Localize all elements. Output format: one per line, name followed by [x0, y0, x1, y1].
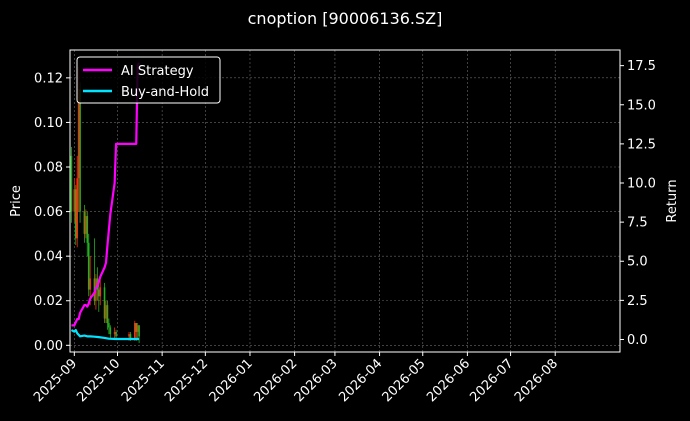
legend-box — [76, 56, 221, 104]
left-tick-label: 0.06 — [34, 205, 63, 220]
left-tick-label: 0.02 — [34, 294, 63, 309]
candle-body — [106, 305, 109, 324]
candle-body — [103, 287, 106, 319]
right-tick-label: 5.0 — [627, 255, 648, 270]
plot-frame — [69, 49, 621, 353]
candle-body — [129, 334, 132, 339]
right-tick-label: 10.0 — [627, 177, 656, 192]
left-axis-label: Price — [9, 185, 24, 217]
candle-body — [83, 211, 86, 234]
legend: AI Strategy Buy-and-Hold — [76, 56, 221, 104]
candle-body — [133, 323, 136, 339]
candle-body — [86, 216, 89, 243]
candle-body — [138, 325, 140, 337]
right-y-axis: 0.0 2.5 5.0 7.5 10.0 12.5 15.0 17.5 — [620, 59, 656, 348]
left-y-axis: 0.00 0.02 0.04 0.06 0.08 0.10 0.12 — [34, 71, 70, 354]
right-tick-label: 2.5 — [627, 294, 648, 309]
candle-body — [109, 327, 112, 335]
left-tick-label: 0.00 — [34, 339, 63, 354]
candle-body — [70, 155, 73, 212]
right-tick-label: 15.0 — [627, 98, 656, 113]
candle-body — [87, 242, 90, 290]
left-tick-label: 0.12 — [34, 71, 63, 86]
legend-label: Buy-and-Hold — [121, 85, 209, 100]
legend-label: AI Strategy — [121, 64, 194, 79]
candle-body — [85, 216, 87, 234]
series-lines — [70, 62, 141, 341]
candle-body — [79, 89, 81, 212]
candle-body — [73, 189, 76, 212]
candle-body — [105, 305, 107, 319]
candle-body — [128, 334, 130, 337]
series-line-buy-and-hold — [70, 328, 140, 341]
right-tick-label: 12.5 — [627, 137, 656, 152]
left-tick-label: 0.04 — [34, 250, 63, 265]
candle-body — [135, 323, 138, 332]
candle-body — [108, 323, 110, 328]
candle-body — [115, 331, 117, 337]
candle-body — [74, 189, 77, 239]
right-tick-label: 0.0 — [627, 333, 648, 348]
chart-title: cnoption [90006136.SZ] — [248, 9, 443, 28]
candle-body — [113, 331, 116, 335]
right-tick-label: 17.5 — [627, 59, 656, 74]
candle-body — [76, 178, 78, 239]
candlesticks — [70, 66, 140, 344]
series-line-ai-strategy — [71, 62, 141, 327]
right-axis-label: Return — [665, 179, 680, 222]
left-tick-label: 0.08 — [34, 161, 63, 176]
candle-body — [99, 287, 102, 297]
candle-body — [97, 289, 100, 297]
candle-body — [89, 278, 91, 290]
right-tick-label: 7.5 — [627, 216, 648, 231]
left-tick-label: 0.10 — [34, 116, 63, 131]
candle-body — [136, 325, 139, 332]
candle-body — [77, 89, 80, 179]
